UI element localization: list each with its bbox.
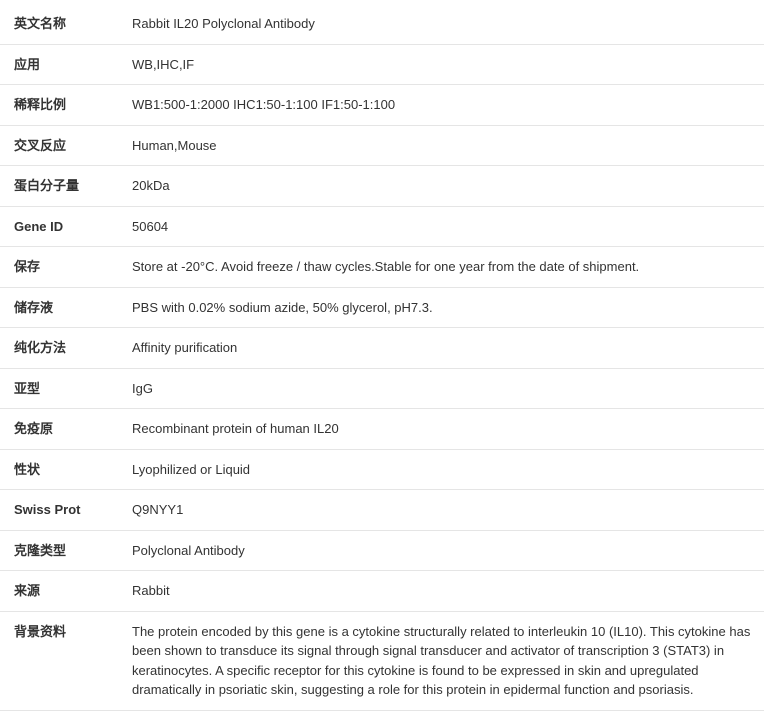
row-label: 英文名称 [0, 4, 118, 44]
row-label: 储存液 [0, 287, 118, 328]
spec-table: 英文名称 Rabbit IL20 Polyclonal Antibody 应用 … [0, 4, 764, 711]
table-row: 保存 Store at -20°C. Avoid freeze / thaw c… [0, 247, 764, 288]
row-value: PBS with 0.02% sodium azide, 50% glycero… [118, 287, 764, 328]
row-label: 应用 [0, 44, 118, 85]
table-row: 英文名称 Rabbit IL20 Polyclonal Antibody [0, 4, 764, 44]
row-value: Store at -20°C. Avoid freeze / thaw cycl… [118, 247, 764, 288]
row-value: 50604 [118, 206, 764, 247]
row-value: Rabbit [118, 571, 764, 612]
table-row: 交叉反应 Human,Mouse [0, 125, 764, 166]
row-value: IgG [118, 368, 764, 409]
row-label: 克隆类型 [0, 530, 118, 571]
table-row: 储存液 PBS with 0.02% sodium azide, 50% gly… [0, 287, 764, 328]
row-value: Q9NYY1 [118, 490, 764, 531]
row-label: 免疫原 [0, 409, 118, 450]
spec-table-body: 英文名称 Rabbit IL20 Polyclonal Antibody 应用 … [0, 4, 764, 710]
row-value: 20kDa [118, 166, 764, 207]
row-label: 蛋白分子量 [0, 166, 118, 207]
table-row: 稀释比例 WB1:500-1:2000 IHC1:50-1:100 IF1:50… [0, 85, 764, 126]
row-label: Gene ID [0, 206, 118, 247]
row-value: Lyophilized or Liquid [118, 449, 764, 490]
row-value: Rabbit IL20 Polyclonal Antibody [118, 4, 764, 44]
table-row: 纯化方法 Affinity purification [0, 328, 764, 369]
row-label: 稀释比例 [0, 85, 118, 126]
table-row: 蛋白分子量 20kDa [0, 166, 764, 207]
table-row: Swiss Prot Q9NYY1 [0, 490, 764, 531]
row-value: Human,Mouse [118, 125, 764, 166]
row-label: 纯化方法 [0, 328, 118, 369]
row-value: WB1:500-1:2000 IHC1:50-1:100 IF1:50-1:10… [118, 85, 764, 126]
row-label: 性状 [0, 449, 118, 490]
row-value: Affinity purification [118, 328, 764, 369]
table-row: 克隆类型 Polyclonal Antibody [0, 530, 764, 571]
row-value: The protein encoded by this gene is a cy… [118, 611, 764, 710]
table-row: 背景资料 The protein encoded by this gene is… [0, 611, 764, 710]
row-value: Recombinant protein of human IL20 [118, 409, 764, 450]
row-label: 保存 [0, 247, 118, 288]
row-value: WB,IHC,IF [118, 44, 764, 85]
table-row: 亚型 IgG [0, 368, 764, 409]
row-label: 背景资料 [0, 611, 118, 710]
row-label: 亚型 [0, 368, 118, 409]
table-row: 免疫原 Recombinant protein of human IL20 [0, 409, 764, 450]
table-row: 性状 Lyophilized or Liquid [0, 449, 764, 490]
row-label: Swiss Prot [0, 490, 118, 531]
row-label: 交叉反应 [0, 125, 118, 166]
row-value: Polyclonal Antibody [118, 530, 764, 571]
table-row: Gene ID 50604 [0, 206, 764, 247]
table-row: 应用 WB,IHC,IF [0, 44, 764, 85]
table-row: 来源 Rabbit [0, 571, 764, 612]
row-label: 来源 [0, 571, 118, 612]
